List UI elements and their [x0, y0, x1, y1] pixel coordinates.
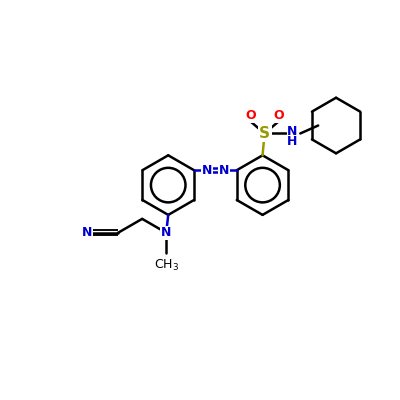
Text: O: O [245, 109, 256, 122]
Text: H: H [287, 135, 298, 148]
Text: CH$_3$: CH$_3$ [154, 258, 179, 273]
Text: N: N [287, 125, 298, 138]
Text: N: N [219, 164, 229, 177]
Text: S: S [259, 126, 270, 141]
Text: N: N [202, 164, 212, 177]
Text: N: N [161, 226, 172, 239]
Text: O: O [273, 109, 284, 122]
Text: N: N [82, 226, 92, 239]
